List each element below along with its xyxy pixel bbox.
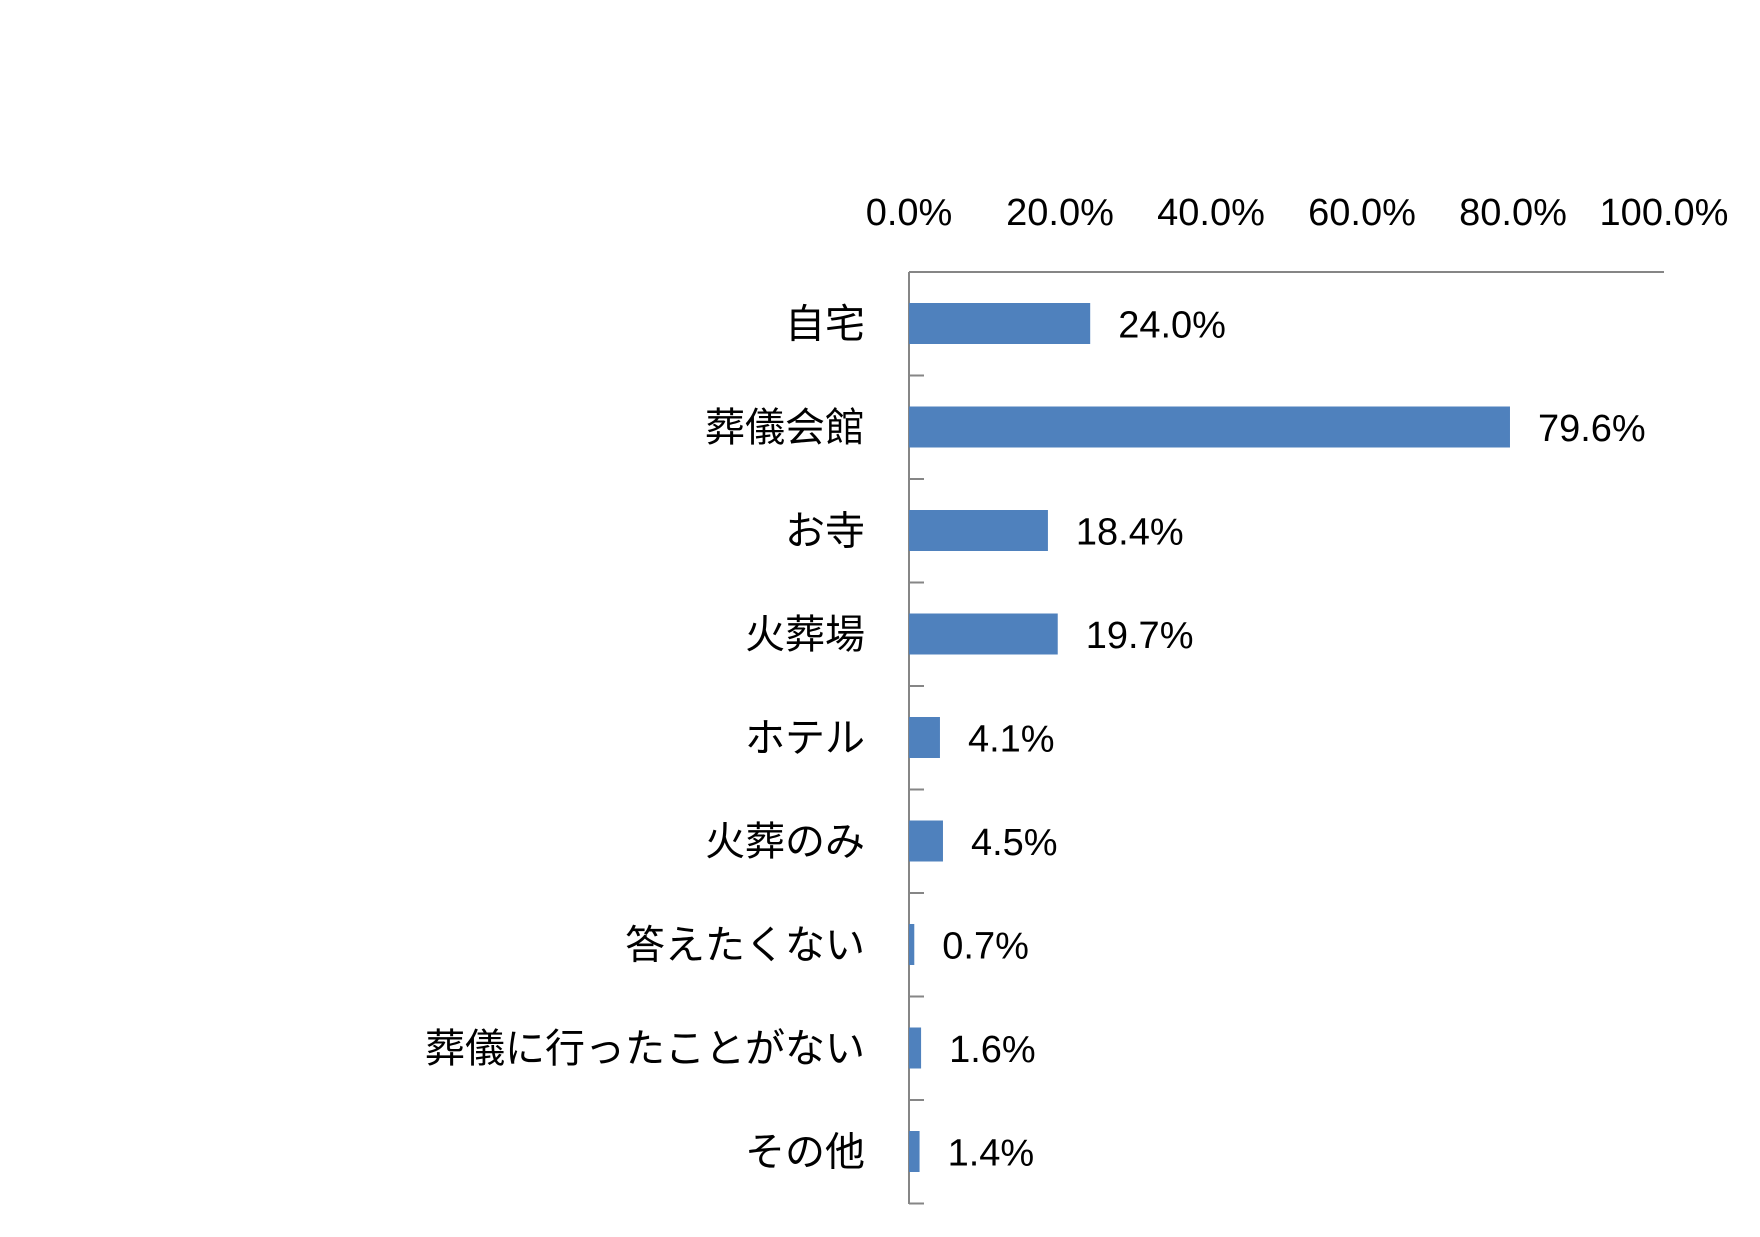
category-label: 自宅 (785, 302, 865, 348)
data-labels: 24.0% 79.6% 18.4% 19.7% 4.1% 4.5% 0.7% 1.6% 1.4% (942, 305, 1645, 1175)
x-tick-label: 60.0% (1308, 192, 1416, 234)
bar (909, 303, 1091, 344)
data-label: 1.4% (948, 1133, 1035, 1175)
x-tick-label: 20.0% (1006, 192, 1114, 234)
category-label: お寺 (785, 509, 865, 555)
category-label: 答えたくない (625, 923, 865, 969)
data-label: 0.7% (942, 926, 1029, 968)
x-tick-label: 40.0% (1157, 192, 1265, 234)
bar (909, 1131, 920, 1172)
bar (909, 510, 1048, 551)
data-label: 24.0% (1118, 305, 1226, 347)
category-label: ホテル (745, 716, 865, 762)
bars (909, 303, 1510, 1172)
bar (909, 406, 1510, 448)
bar (909, 613, 1058, 655)
bar (909, 924, 915, 965)
y-tick-marks (909, 374, 924, 1205)
category-label: 葬儀会館 (705, 405, 865, 451)
bar (909, 717, 940, 758)
x-tick-labels: 0.0% 20.0% 40.0% 60.0% 80.0% 100.0% (866, 192, 1729, 234)
category-label: 火葬場 (745, 612, 865, 658)
data-label: 4.5% (971, 822, 1058, 864)
data-label: 79.6% (1538, 408, 1646, 450)
category-label: 葬儀に行ったことがない (425, 1026, 865, 1072)
data-label: 19.7% (1086, 615, 1194, 657)
bar (909, 1027, 922, 1069)
data-label: 1.6% (949, 1029, 1036, 1071)
x-tick-label: 0.0% (866, 192, 953, 234)
x-tick-label: 100.0% (1600, 192, 1729, 234)
bar (909, 820, 943, 862)
data-label: 18.4% (1076, 512, 1184, 554)
category-label: 火葬のみ (705, 819, 865, 865)
data-label: 4.1% (968, 719, 1055, 761)
category-label: その他 (745, 1130, 865, 1176)
x-tick-label: 80.0% (1459, 192, 1567, 234)
